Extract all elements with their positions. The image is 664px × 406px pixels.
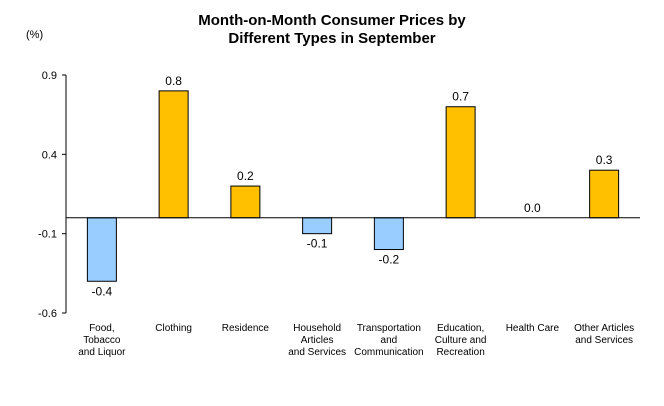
x-tick-label: Clothing: [155, 323, 192, 334]
y-axis-label: (%): [26, 29, 43, 41]
data-label: -0.2: [379, 253, 400, 267]
data-label: 0.8: [165, 74, 182, 88]
x-tick-label: Health Care: [506, 323, 560, 334]
data-label: 0.3: [596, 153, 613, 167]
bar: [86, 217, 117, 282]
y-tick-label: 0.9: [42, 70, 57, 82]
chart-title-line-1: Month-on-Month Consumer Prices by: [198, 12, 466, 29]
data-label: 0.2: [237, 169, 254, 183]
x-tick-label: Food, Tobacco and Liquor: [78, 323, 126, 358]
bar: [589, 169, 620, 219]
data-label: -0.1: [307, 237, 328, 251]
y-tick-label: 0.4: [42, 149, 57, 161]
x-tick-label: Household Articles and Services: [288, 323, 346, 358]
chart-title-line-2: Different Types in September: [228, 30, 436, 47]
x-tick-label: Transportation and Communication: [354, 323, 423, 358]
x-tick-label: Other Articles and Services: [574, 323, 634, 346]
data-label: 0.7: [452, 90, 469, 104]
data-label: -0.4: [92, 284, 113, 298]
x-tick-label: Residence: [222, 323, 270, 334]
bar: [373, 217, 404, 251]
y-tick-label: -0.6: [38, 308, 57, 320]
y-tick-label: -0.1: [38, 229, 57, 241]
bar: [302, 217, 333, 235]
bar: [230, 185, 261, 219]
bar: [158, 90, 189, 219]
x-tick-label: Education, Culture and Recreation: [435, 323, 487, 358]
data-label: 0.0: [524, 201, 541, 215]
bar: [445, 106, 476, 219]
